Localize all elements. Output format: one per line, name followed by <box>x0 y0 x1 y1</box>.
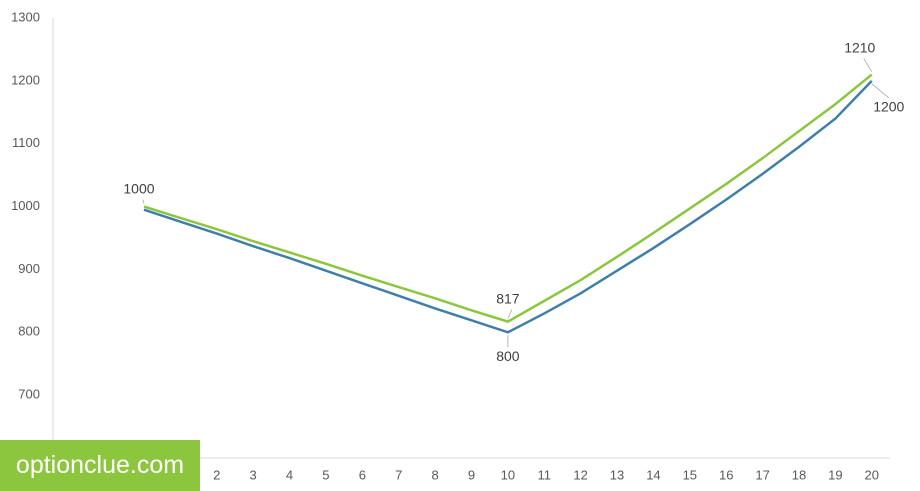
series-line <box>143 73 873 323</box>
data-label: 800 <box>496 348 520 364</box>
y-tick-label: 900 <box>18 261 40 276</box>
label-leader <box>507 309 513 319</box>
y-tick-label: 1300 <box>11 9 40 24</box>
label-leader <box>871 83 890 99</box>
x-tick-label: 6 <box>359 467 366 482</box>
x-tick-label: 18 <box>792 467 806 482</box>
label-leader <box>863 58 873 72</box>
x-tick-label: 12 <box>573 467 587 482</box>
label-leader <box>142 199 145 204</box>
y-tick-label: 800 <box>18 324 40 339</box>
x-tick-label: 20 <box>865 467 879 482</box>
x-tick-label: 13 <box>610 467 624 482</box>
x-tick-label: 10 <box>501 467 515 482</box>
data-label: 1200 <box>873 99 904 115</box>
x-tick-label: 5 <box>322 467 329 482</box>
y-tick-label: 1100 <box>12 135 40 150</box>
data-label: 1210 <box>844 39 875 55</box>
x-tick-label: 3 <box>250 467 257 482</box>
y-tick-label: 1200 <box>11 72 40 87</box>
x-tick-label: 9 <box>468 467 475 482</box>
x-tick-label: 16 <box>719 467 733 482</box>
x-tick-label: 15 <box>683 467 697 482</box>
y-tick-label: 700 <box>18 387 40 402</box>
x-tick-label: 7 <box>395 467 402 482</box>
x-tick-label: 11 <box>538 467 552 482</box>
watermark: optionclue.com <box>0 440 200 491</box>
y-tick-label: 1000 <box>11 198 40 213</box>
x-tick-label: 14 <box>646 467 660 482</box>
x-tick-label: 19 <box>828 467 842 482</box>
x-tick-label: 17 <box>755 467 769 482</box>
x-tick-label: 2 <box>213 467 220 482</box>
series-line <box>143 79 873 334</box>
x-tick-label: 4 <box>286 467 293 482</box>
x-tick-label: 8 <box>431 467 438 482</box>
data-label: 817 <box>496 290 520 306</box>
data-label: 1000 <box>123 180 154 196</box>
